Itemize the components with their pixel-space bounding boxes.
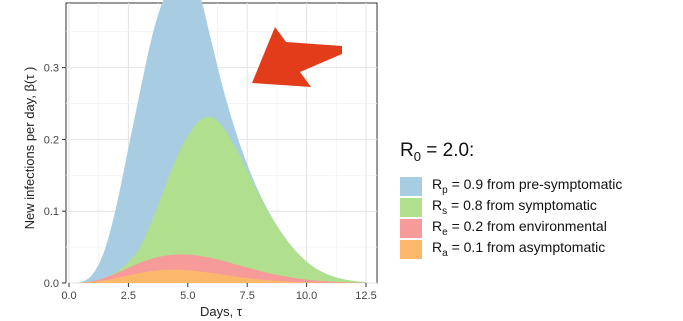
legend-label: Re = 0.2 from environmental — [432, 218, 607, 239]
legend-title-main: R — [400, 140, 414, 161]
legend-label: Rp = 0.9 from pre-symptomatic — [432, 176, 623, 197]
stacked-areas — [69, 0, 366, 284]
y-axis-title: New infections per day, β(τ ) — [22, 67, 37, 230]
legend-label: Ra = 0.1 from asymptomatic — [432, 239, 606, 260]
legend-swatch — [400, 197, 422, 217]
legend-label: Rs = 0.8 from symptomatic — [432, 197, 597, 218]
legend-item-symptomatic: Rs = 0.8 from symptomatic — [400, 197, 680, 218]
axes: 0.0 2.5 5.0 7.5 10.0 12.5 0.0 0.1 0.2 0.3 — [44, 63, 377, 302]
red-arrow-annotation — [252, 27, 342, 87]
x-tick-label: 0.0 — [61, 290, 76, 302]
legend-item-asymptomatic: Ra = 0.1 from asymptomatic — [400, 239, 680, 260]
legend-swatch — [400, 239, 422, 259]
x-tick-label: 2.5 — [121, 290, 136, 302]
y-tick-label: 0.2 — [44, 134, 59, 146]
legend-title-rest: = 2.0: — [420, 140, 475, 161]
x-tick-label: 10.0 — [296, 290, 317, 302]
legend-item-environmental: Re = 0.2 from environmental — [400, 218, 680, 239]
x-tick-label: 5.0 — [180, 290, 195, 302]
legend-swatch — [400, 218, 422, 238]
legend: R0 = 2.0: Rp = 0.9 from pre-symptomatic … — [400, 140, 680, 260]
y-tick-label: 0.0 — [44, 278, 59, 290]
legend-item-presymptomatic: Rp = 0.9 from pre-symptomatic — [400, 176, 680, 197]
x-tick-label: 7.5 — [240, 290, 255, 302]
x-tick-label: 12.5 — [355, 290, 376, 302]
legend-title: R0 = 2.0: — [400, 140, 680, 164]
legend-swatch — [400, 176, 422, 196]
y-tick-label: 0.1 — [44, 206, 59, 218]
arrow-left-down-icon — [252, 27, 342, 87]
legend-title-sub: 0 — [413, 148, 421, 164]
area-asymptomatic — [69, 269, 366, 283]
area-symptomatic — [69, 116, 366, 284]
x-axis-title: Days, τ — [200, 304, 243, 319]
y-tick-label: 0.3 — [44, 63, 59, 75]
